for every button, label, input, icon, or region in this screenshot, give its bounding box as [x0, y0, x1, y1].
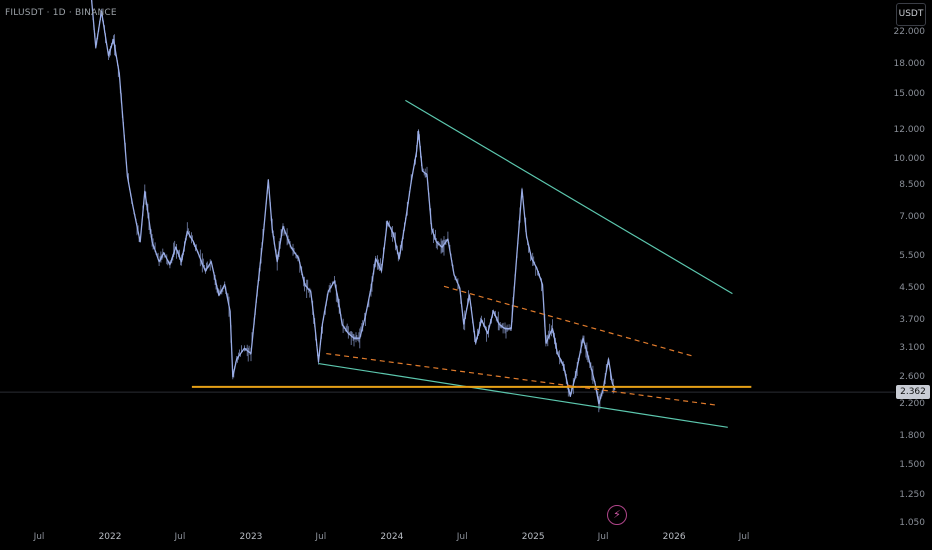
y-tick-label: 10.000 [893, 154, 926, 165]
y-tick-label: 7.000 [899, 211, 925, 222]
y-tick-label: 22.000 [893, 27, 926, 37]
dashed-trendline [326, 352, 717, 406]
x-tick-label: 2025 [521, 532, 545, 542]
x-tick-label: 2023 [239, 532, 263, 542]
y-tick-label: 3.100 [899, 343, 925, 354]
price-series-line [90, 0, 616, 405]
y-tick-label: 1.250 [899, 489, 925, 500]
channel-trendline [318, 362, 728, 428]
y-tick-label: 1.500 [899, 460, 925, 471]
y-tick-label: 5.500 [899, 250, 925, 261]
x-tick-label: Jul [33, 532, 45, 542]
x-tick-label: 2022 [98, 532, 122, 542]
y-tick-label: 12.000 [893, 124, 926, 135]
x-tick-label: Jul [456, 532, 468, 542]
lightning-bolt-icon[interactable]: ⚡ [607, 505, 627, 525]
y-tick-label: 2.600 [899, 371, 925, 382]
x-tick-label: Jul [597, 532, 609, 542]
x-tick-label: Jul [738, 532, 750, 542]
dashed-trendline [443, 285, 694, 357]
y-tick-label: 3.700 [899, 314, 925, 325]
y-tick-label: 2.200 [899, 398, 925, 409]
y-tick-label: 1.800 [899, 431, 925, 441]
y-tick-label: 4.500 [899, 283, 925, 294]
y-tick-label: 8.500 [899, 180, 925, 191]
currency-button[interactable]: USDT [896, 3, 926, 26]
x-tick-label: Jul [174, 532, 186, 542]
current-price-badge: 2.362 [896, 385, 930, 400]
y-tick-label: 15.000 [893, 88, 926, 99]
y-tick-label: 1.050 [899, 518, 925, 528]
x-tick-label: Jul [315, 532, 327, 542]
symbol-title: FILUSDT · 1D · BINANCE [5, 8, 117, 18]
x-tick-label: 2026 [662, 532, 686, 542]
x-tick-label: 2024 [380, 532, 404, 542]
y-tick-label: 18.000 [893, 59, 926, 70]
channel-trendline [405, 99, 733, 295]
